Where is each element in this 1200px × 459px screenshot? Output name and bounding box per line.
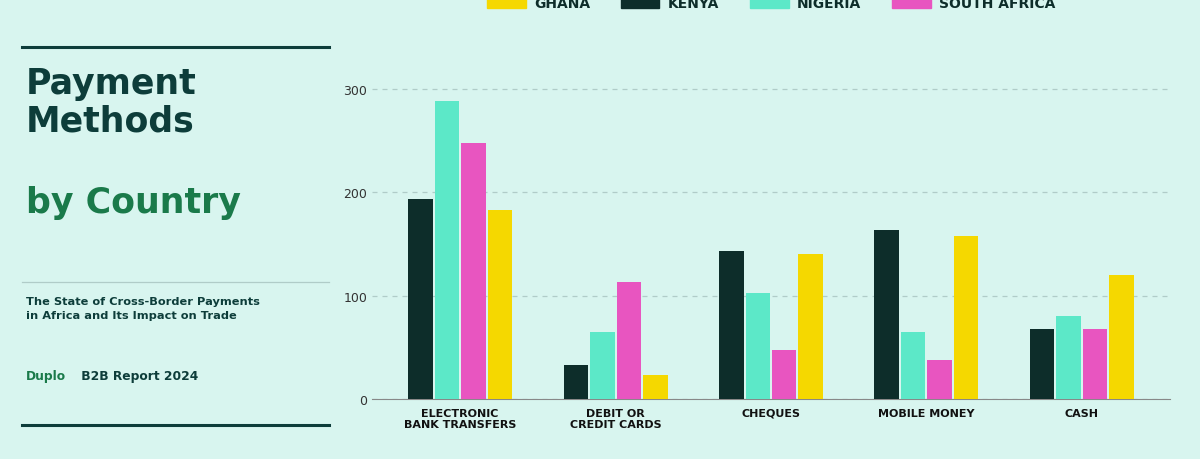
Bar bbox=[590, 332, 614, 399]
Bar bbox=[719, 252, 744, 399]
Bar bbox=[1109, 275, 1134, 399]
Bar bbox=[901, 332, 925, 399]
Bar bbox=[564, 365, 588, 399]
Text: Duplo: Duplo bbox=[25, 369, 66, 382]
Bar bbox=[772, 350, 797, 399]
Text: B2B Report 2024: B2B Report 2024 bbox=[77, 369, 198, 382]
Legend: GHANA, KENYA, NIGERIA, SOUTH AFRICA: GHANA, KENYA, NIGERIA, SOUTH AFRICA bbox=[481, 0, 1061, 17]
Bar bbox=[617, 283, 641, 399]
Text: The State of Cross-Border Payments
in Africa and Its Impact on Trade: The State of Cross-Border Payments in Af… bbox=[25, 296, 259, 320]
Bar bbox=[408, 200, 433, 399]
Bar bbox=[928, 360, 952, 399]
Bar bbox=[1082, 329, 1108, 399]
Bar bbox=[954, 236, 978, 399]
Bar bbox=[875, 231, 899, 399]
Bar bbox=[1056, 317, 1081, 399]
Bar bbox=[487, 210, 512, 399]
Text: by Country: by Country bbox=[25, 186, 240, 220]
Bar bbox=[1030, 329, 1055, 399]
Bar bbox=[434, 102, 460, 399]
Text: Payment
Methods: Payment Methods bbox=[25, 67, 197, 139]
Bar bbox=[643, 375, 667, 399]
Bar bbox=[798, 255, 823, 399]
Bar bbox=[461, 143, 486, 399]
Bar bbox=[745, 293, 770, 399]
